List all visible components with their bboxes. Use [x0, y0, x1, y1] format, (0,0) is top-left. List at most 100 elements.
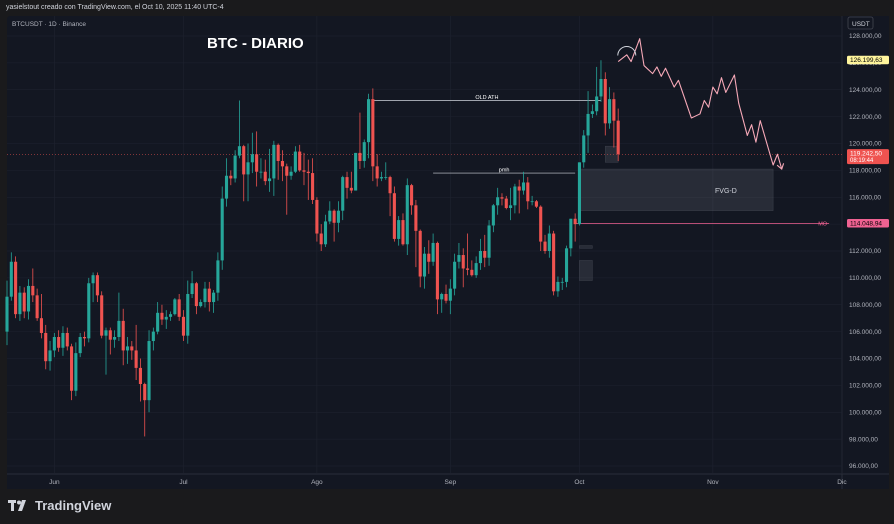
candle-body	[547, 233, 551, 251]
candle-body	[117, 320, 121, 337]
candle-body	[405, 185, 409, 245]
candle-body	[134, 350, 138, 368]
candle-body	[435, 242, 439, 300]
candle-body	[268, 178, 272, 182]
candle-body	[143, 384, 147, 401]
y-tick-label: 96.000,00	[849, 463, 878, 470]
time-scale[interactable]	[7, 474, 889, 489]
candle-body	[138, 367, 142, 385]
candle-body	[95, 275, 99, 296]
price-label-text: 126.199,63	[850, 57, 883, 64]
candle-body	[108, 330, 112, 340]
tradingview-brand: TradingView	[35, 498, 112, 513]
candle-body	[263, 171, 267, 182]
candle-body	[242, 146, 246, 175]
candle-body	[31, 285, 35, 296]
candle-body	[603, 79, 607, 124]
candle-body	[87, 283, 91, 339]
candle-body	[229, 175, 233, 179]
candle-body	[414, 205, 418, 231]
price-label-text: 114.048,94	[850, 220, 882, 227]
chart-title: BTC - DIARIO	[207, 35, 304, 52]
candle-body	[491, 205, 495, 226]
y-tick-label: 122.000,00	[849, 114, 882, 121]
candle-body	[44, 332, 48, 362]
candle-body	[61, 332, 65, 348]
candle-body	[599, 79, 603, 97]
candle-body	[5, 296, 9, 332]
time-axis: Jun Jul Ago Sep Oct Nov Dic	[49, 479, 847, 486]
candle-body	[311, 173, 315, 200]
level-label: MO	[818, 221, 828, 227]
candle-body	[160, 312, 164, 320]
y-tick-label: 112.000,00	[849, 248, 881, 255]
candle-body	[513, 186, 517, 206]
candle-body	[250, 154, 254, 163]
y-tick-label: 100.000,00	[849, 409, 882, 416]
candle-body	[147, 341, 151, 401]
candle-body	[285, 166, 289, 176]
zones-layer: FVG-D	[579, 145, 774, 281]
candle-body	[246, 162, 250, 175]
y-tick-label: 98.000,00	[849, 436, 878, 443]
y-tick-label: 116.000,00	[849, 194, 881, 201]
tradingview-logo[interactable]: TradingView	[8, 498, 111, 513]
currency-badge[interactable]	[847, 16, 874, 30]
candle-body	[82, 337, 87, 339]
chart-caption: yasielstout creado con TradingView.com, …	[6, 4, 224, 11]
candle-body	[173, 299, 177, 315]
candle-body	[190, 283, 194, 294]
zone-label: FVG-D	[715, 188, 737, 195]
candle-body	[272, 144, 276, 179]
candle-body	[57, 337, 61, 348]
candle-body	[595, 96, 599, 112]
y-tick-label: 128.000,00	[849, 33, 882, 40]
price-label-box	[847, 55, 889, 65]
candle-body	[319, 233, 323, 245]
candle-body	[509, 205, 513, 208]
candle-body	[151, 331, 155, 342]
x-tick-label: Ago	[311, 479, 323, 486]
candle-body	[164, 316, 168, 320]
candle-body	[422, 253, 427, 277]
candle-body	[440, 294, 444, 300]
candle-body	[91, 275, 95, 284]
candle-body	[74, 353, 78, 391]
candle-body	[289, 171, 293, 176]
candle-body	[478, 251, 483, 264]
candle-body	[465, 268, 470, 270]
candle-body	[70, 346, 74, 391]
candle-body	[582, 135, 586, 163]
y-tick-label: 124.000,00	[849, 87, 882, 94]
candle-body	[586, 113, 590, 136]
candle-body	[384, 177, 388, 178]
candle-body	[306, 171, 310, 174]
candle-body	[237, 146, 241, 156]
candle-body	[431, 242, 435, 262]
candle-body	[18, 292, 22, 315]
price-label-box	[847, 218, 889, 228]
candle-body	[534, 201, 538, 207]
candle-body	[177, 299, 181, 317]
projection-arrowhead	[776, 163, 785, 170]
candle-body	[186, 294, 190, 336]
candle-body	[65, 332, 69, 347]
candle-body	[401, 220, 405, 245]
candle-body	[577, 162, 581, 225]
candle-body	[354, 152, 358, 191]
candle-body	[410, 185, 414, 206]
y-tick-label: 108.000,00	[849, 302, 882, 309]
price-label-text: 119.242,50	[850, 151, 882, 158]
price-scale[interactable]	[842, 16, 889, 489]
candle-body	[552, 233, 556, 292]
projection-layer	[617, 38, 785, 170]
candle-body	[328, 210, 332, 222]
candle-body	[78, 337, 82, 354]
zone-box	[579, 260, 593, 281]
candle-body	[616, 120, 620, 155]
candle-body	[470, 269, 474, 276]
candle-body	[113, 337, 117, 340]
candle-body	[199, 302, 203, 307]
